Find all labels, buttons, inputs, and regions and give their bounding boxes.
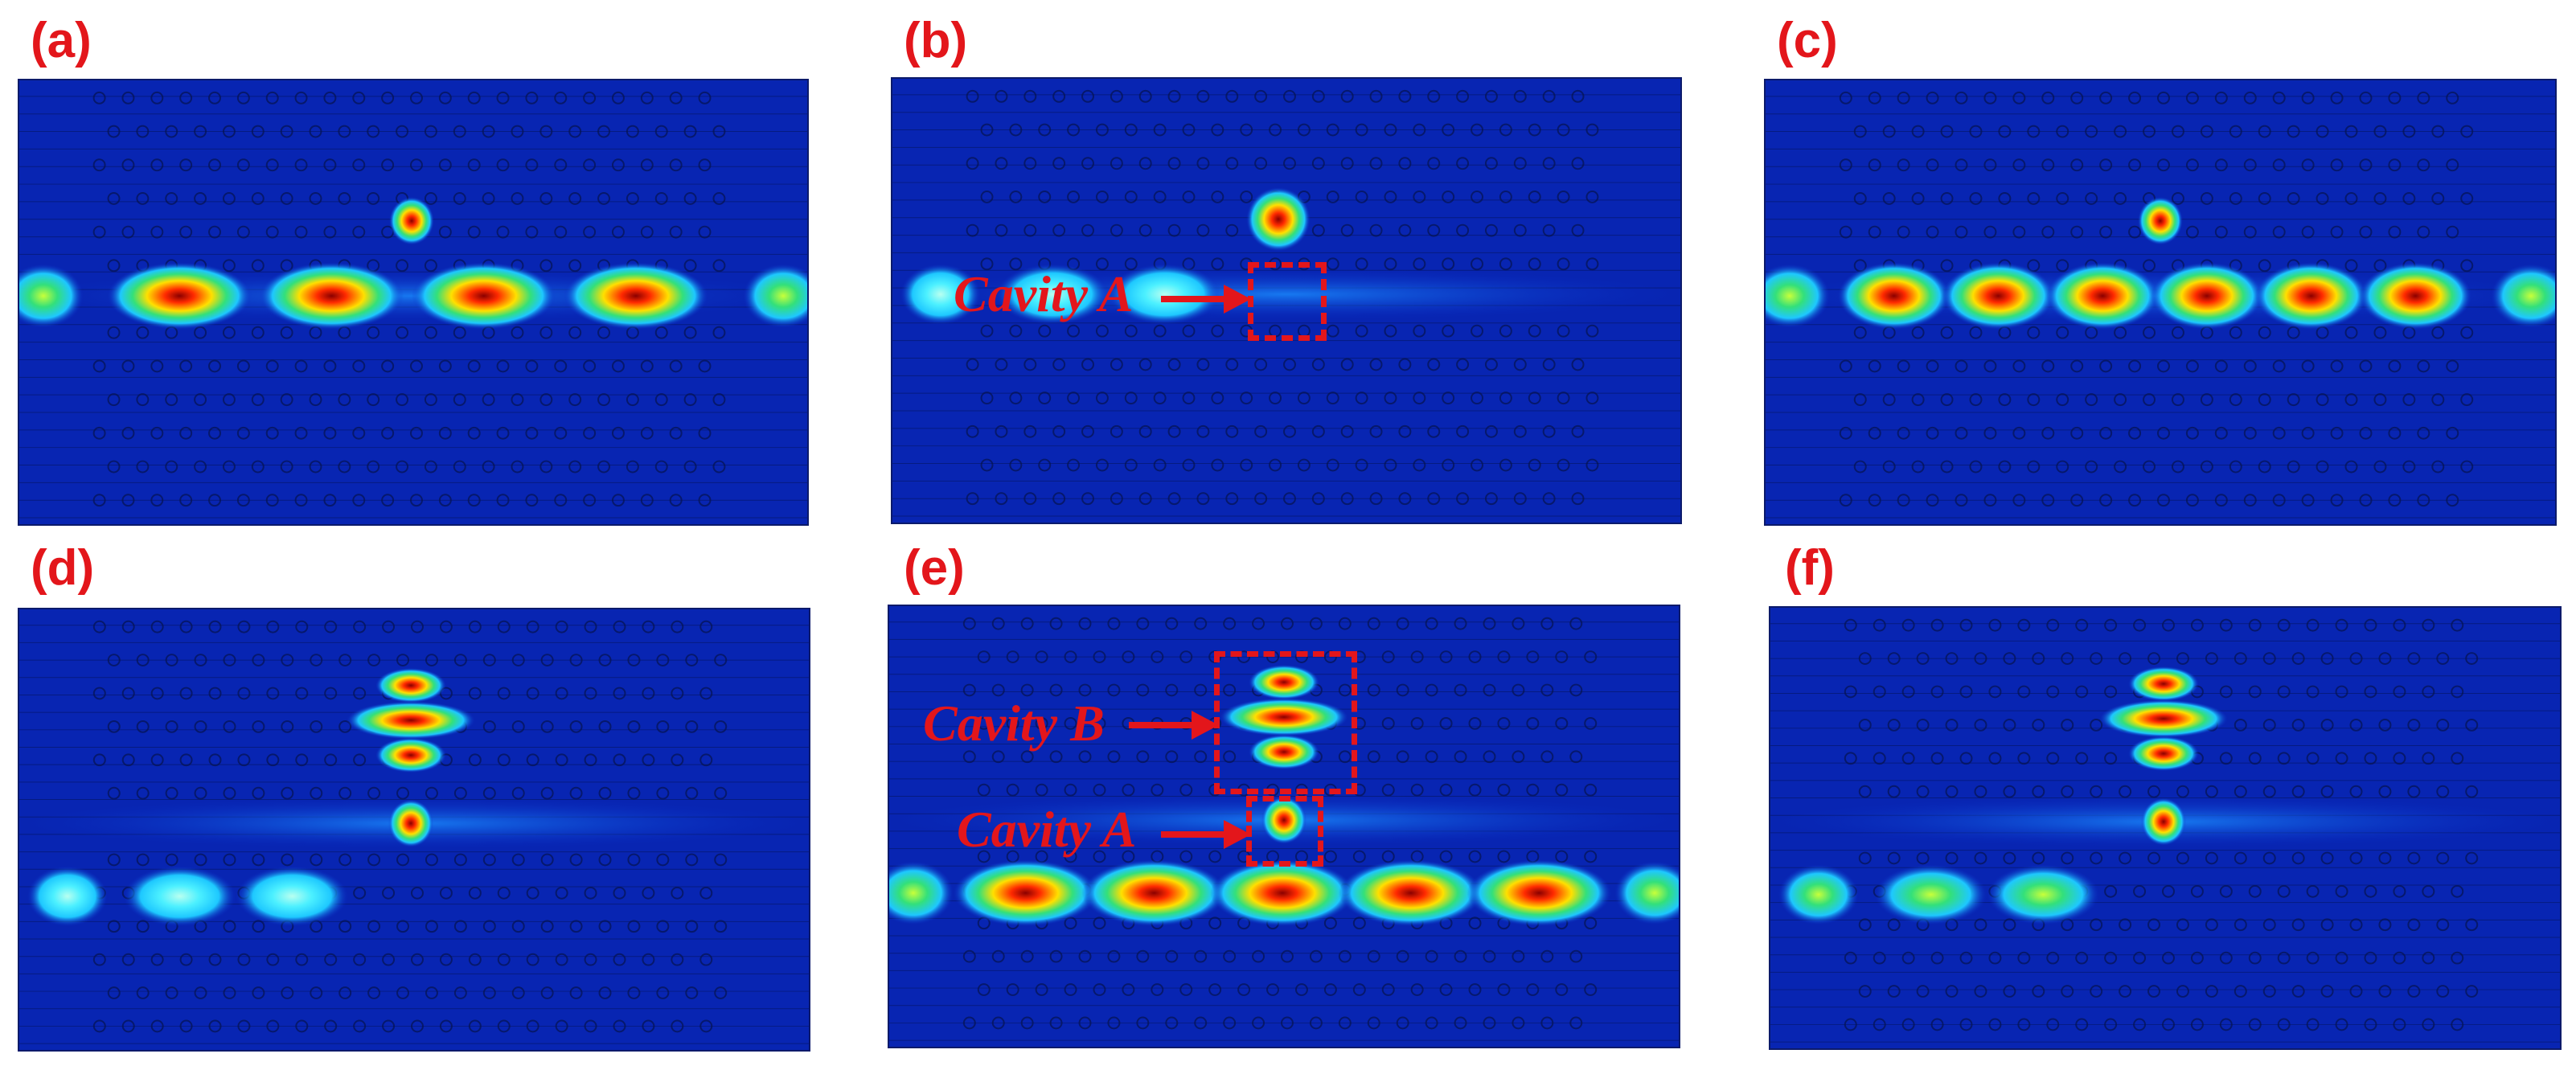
cavity-a-field [389,196,434,245]
panel-label-d: (d) [31,540,95,596]
panel-label-b: (b) [904,13,968,68]
cavity-b-field [375,737,446,773]
field-hotspot [953,859,1098,927]
field-spot-edge [2491,264,2555,328]
field-svg-f [1770,608,2560,1048]
field-plot-d [18,608,810,1052]
field-hotspot [2359,262,2472,330]
field-plot-f [1769,606,2562,1050]
cavity-a-field [1246,187,1311,252]
cavity-a-field [2138,196,2183,245]
field-spot-edge [1614,861,1679,925]
cavity-b-field [2128,736,2199,772]
field-spot-edge [889,861,954,925]
field-spot [900,264,981,325]
field-hotspot [2151,262,2263,330]
panel-label-a: (a) [31,13,92,68]
field-spot-edge [1766,264,1830,328]
cavity-b-label-e: Cavity B [923,695,1105,752]
cavity-a-arrow-e [1161,820,1251,849]
field-hotspot [1338,859,1483,927]
field-hotspot [259,262,404,330]
panel-label-f: (f) [1785,540,1835,596]
panel-label-c: (c) [1777,13,1838,68]
panel-label-e: (e) [904,540,965,596]
field-spot [996,264,1109,325]
field-hotspot [1081,859,1227,927]
field-svg-e [889,606,1679,1047]
field-svg-b [892,79,1680,523]
field-plot-b [891,77,1682,524]
field-hotspot [1837,262,1950,330]
field-spot [1987,864,2100,925]
field-spot-edge [743,264,807,328]
cavity-a-field [1261,796,1306,844]
field-hotspot [1210,859,1355,927]
cavity-a-label-e: Cavity A [957,801,1137,858]
field-plot-c [1764,79,2557,526]
field-svg-a [19,80,807,524]
field-spot [236,866,349,927]
field-spot [123,866,236,927]
field-spot [1874,864,1987,925]
field-spot [1778,864,1859,925]
cavity-b-arrow-e [1129,711,1219,740]
field-hotspot [2046,262,2160,330]
field-svg-d [19,609,809,1050]
field-svg-c [1766,80,2555,524]
field-plot-a [18,79,809,526]
field-hotspot [2254,262,2368,330]
cavity-a-box-e [1246,796,1323,867]
cavity-b-box-e [1214,651,1357,794]
field-hotspot [564,262,708,330]
cavity-b-field [1249,734,1319,770]
cavity-b-field [375,667,446,703]
field-hotspot [1466,859,1612,927]
cavity-a-arrow-b [1161,285,1251,314]
cavity-a-label-b: Cavity A [954,265,1134,322]
cavity-b-field [347,701,475,740]
cavity-b-field [2099,699,2228,738]
cavity-a-box-b [1248,262,1327,341]
field-spot [1108,264,1221,325]
field-spot-edge [19,264,84,328]
cavity-b-field [2128,666,2199,702]
cavity-a-field [388,799,433,847]
field-hotspot [412,262,556,330]
field-spot [27,866,108,927]
field-hotspot [1942,262,2055,330]
cavity-b-field [1249,664,1319,700]
field-plot-e [888,605,1680,1048]
cavity-b-field [1220,698,1348,736]
field-hotspot [107,262,252,330]
cavity-a-field [2141,797,2186,846]
